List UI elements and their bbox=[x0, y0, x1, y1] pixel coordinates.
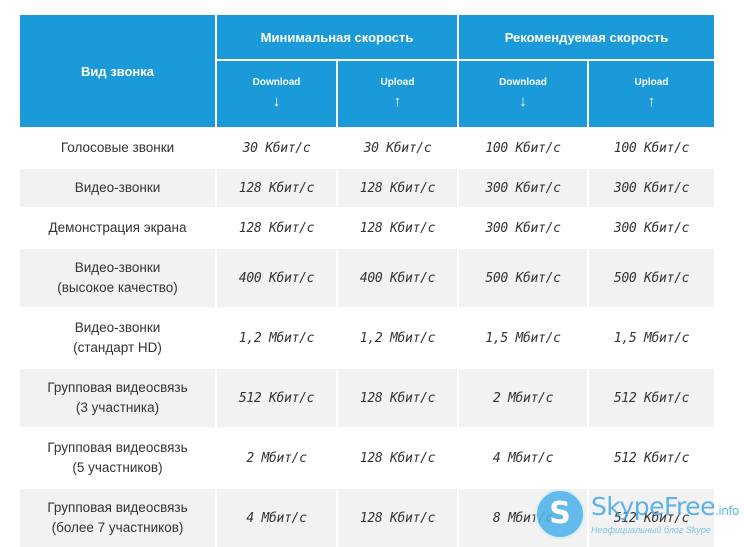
header-download-label: Download bbox=[499, 77, 547, 88]
header-rec-download: Download ↓ bbox=[459, 61, 587, 127]
table-cell-min-down: 4 Мбит/с bbox=[217, 489, 336, 547]
arrow-up-icon: ↑ bbox=[393, 93, 402, 110]
row-label-line: Голосовые звонки bbox=[60, 140, 175, 155]
bandwidth-table: Вид звонка Минимальная скорость Рекоменд… bbox=[20, 15, 714, 547]
table-cell-min-down: 128 Кбит/с bbox=[217, 209, 336, 247]
table-cell-rec-up: 512 Кбит/с bbox=[589, 429, 714, 487]
table-cell-rec-down: 500 Кбит/с bbox=[459, 249, 587, 307]
table-cell-rec-up: 300 Кбит/с bbox=[589, 209, 714, 247]
table-cell-min-down: 128 Кбит/с bbox=[217, 169, 336, 207]
header-upload-label: Upload bbox=[380, 77, 415, 88]
header-rec-upload: Upload ↑ bbox=[589, 61, 714, 127]
row-label-line: Видео-звонки bbox=[74, 180, 161, 195]
table-row-label: Видео-звонки (высокое качество) bbox=[20, 249, 215, 307]
table-cell-rec-down: 100 Кбит/с bbox=[459, 129, 587, 167]
table-cell-rec-up: 300 Кбит/с bbox=[589, 169, 714, 207]
table-cell-rec-up: 1,5 Мбит/с bbox=[589, 309, 714, 367]
table-cell-min-up: 128 Кбит/с bbox=[338, 169, 457, 207]
table-cell-min-down: 2 Мбит/с bbox=[217, 429, 336, 487]
row-label-line: (более 7 участников) bbox=[51, 520, 184, 535]
row-label-line: Видео-звонки bbox=[74, 320, 161, 335]
table-cell-min-up: 128 Кбит/с bbox=[338, 429, 457, 487]
watermark-brand: SkypeFree.info bbox=[591, 491, 739, 525]
row-label-line: Групповая видеосвязь bbox=[47, 380, 188, 395]
table-cell-rec-down: 300 Кбит/с bbox=[459, 169, 587, 207]
table-cell-min-up: 128 Кбит/с bbox=[338, 489, 457, 547]
table-row-label: Видео-звонки bbox=[20, 169, 215, 207]
table-cell-min-up: 400 Кбит/с bbox=[338, 249, 457, 307]
row-label-line: Демонстрация экрана bbox=[48, 220, 187, 235]
row-label-line: (3 участника) bbox=[75, 400, 160, 415]
arrow-down-icon: ↓ bbox=[272, 93, 281, 110]
row-label-line: (5 участников) bbox=[72, 460, 163, 475]
header-call-type: Вид звонка bbox=[20, 15, 215, 127]
header-rec-speed: Рекомендуемая скорость bbox=[459, 15, 714, 59]
row-label-line: (высокое качество) bbox=[57, 280, 178, 295]
table-cell-min-up: 128 Кбит/с bbox=[338, 209, 457, 247]
table-cell-min-up: 128 Кбит/с bbox=[338, 369, 457, 427]
row-label-line: Групповая видеосвязь bbox=[47, 500, 188, 515]
table-row-label: Групповая видеосвязь (более 7 участников) bbox=[20, 489, 215, 547]
table-cell-min-down: 512 Кбит/с bbox=[217, 369, 336, 427]
table-cell-rec-down: 300 Кбит/с bbox=[459, 209, 587, 247]
table-cell-rec-down: 2 Мбит/с bbox=[459, 369, 587, 427]
table-cell-rec-up: 512 Кбит/с bbox=[589, 489, 714, 547]
watermark-brand-name: SkypeFree bbox=[591, 491, 716, 521]
table-cell-min-up: 30 Кбит/с bbox=[338, 129, 457, 167]
table-cell-rec-down: 4 Мбит/с bbox=[459, 429, 587, 487]
table-cell-rec-up: 500 Кбит/с bbox=[589, 249, 714, 307]
header-download-label: Download bbox=[252, 77, 301, 88]
table-cell-min-up: 1,2 Мбит/с bbox=[338, 309, 457, 367]
header-min-download: Download ↓ bbox=[217, 61, 336, 127]
arrow-up-icon: ↑ bbox=[647, 93, 656, 110]
row-label-line: Групповая видеосвязь bbox=[47, 440, 188, 455]
table-row-label: Демонстрация экрана bbox=[20, 209, 215, 247]
row-label-line: Видео-звонки bbox=[74, 260, 161, 275]
watermark-domain: .info bbox=[715, 503, 739, 518]
watermark-text: SkypeFree.info Неофициальный блог Skype bbox=[591, 491, 739, 535]
arrow-down-icon: ↓ bbox=[519, 93, 527, 110]
table-row-label: Групповая видеосвязь (3 участника) bbox=[20, 369, 215, 427]
row-label-line: (стандарт HD) bbox=[73, 340, 162, 355]
table-row-label: Видео-звонки (стандарт HD) bbox=[20, 309, 215, 367]
table-cell-rec-up: 100 Кбит/с bbox=[589, 129, 714, 167]
table-row-label: Групповая видеосвязь (5 участников) bbox=[20, 429, 215, 487]
table-cell-min-down: 30 Кбит/с bbox=[217, 129, 336, 167]
header-upload-label: Upload bbox=[634, 77, 669, 88]
table-cell-min-down: 1,2 Мбит/с bbox=[217, 309, 336, 367]
skype-logo-icon: S bbox=[535, 488, 585, 539]
table-row-label: Голосовые звонки bbox=[20, 129, 215, 167]
table-cell-min-down: 400 Кбит/с bbox=[217, 249, 336, 307]
table-cell-rec-up: 512 Кбит/с bbox=[589, 369, 714, 427]
table-cell-rec-down: 1,5 Мбит/с bbox=[459, 309, 587, 367]
header-min-upload: Upload ↑ bbox=[338, 61, 457, 127]
watermark-tagline: Неофициальный блог Skype bbox=[591, 524, 711, 535]
header-min-speed: Минимальная скорость bbox=[217, 15, 457, 59]
skypefree-watermark: S SkypeFree.info Неофициальный блог Skyp… bbox=[535, 487, 740, 540]
